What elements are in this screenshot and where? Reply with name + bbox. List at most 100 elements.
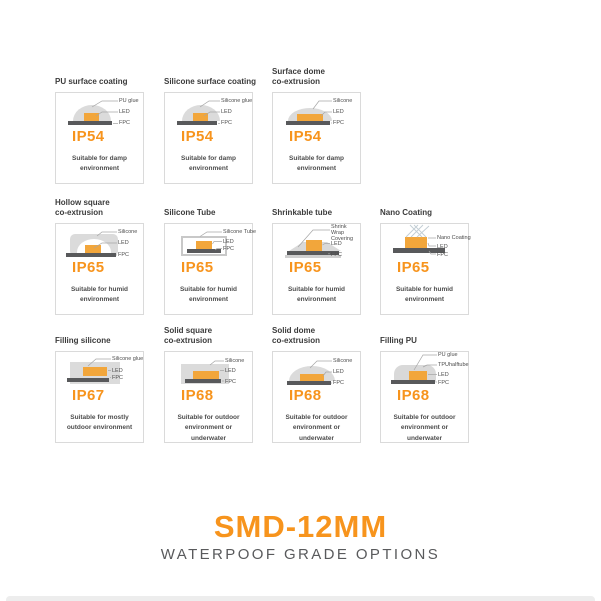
ip-rating: IP68 xyxy=(181,387,214,404)
suitability-text: Suitable for damp environment xyxy=(181,155,236,173)
part-label: LED xyxy=(225,368,236,374)
strip-cross-section-diagram: Nano Coating LED FPC xyxy=(381,224,471,278)
part-label: LED xyxy=(438,372,449,378)
led-shape xyxy=(85,245,101,253)
part-label: FPC xyxy=(225,378,236,385)
strip-cross-section-diagram: Shrink Wrap Covering LED FPC xyxy=(273,224,360,278)
fpc-shape xyxy=(66,253,116,257)
suitability-text: Suitable for humid environment xyxy=(179,286,238,304)
leader-lines xyxy=(87,358,111,378)
leader-lines xyxy=(297,229,330,255)
ip-rating: IP54 xyxy=(181,128,214,145)
part-label: FPC xyxy=(331,251,342,258)
leader-lines xyxy=(91,100,118,124)
led-shape xyxy=(83,367,107,376)
card-box: Silicone Tube LED FPC IP65 Suitable for … xyxy=(164,223,257,315)
fpc-shape xyxy=(68,121,112,125)
next-section-edge xyxy=(6,596,595,601)
suitability-text: Suitable for outdoor environment or unde… xyxy=(177,414,240,442)
part-label: Silicone glue xyxy=(221,98,253,104)
waterproof-option-card: Shrinkable tube Shrink Wrap Covering LED… xyxy=(272,208,361,315)
part-label: FPC xyxy=(118,251,129,258)
waterproof-option-card: Silicone surface coating Silicone glue L… xyxy=(164,77,256,184)
part-label: FPC xyxy=(119,120,130,126)
led-shape xyxy=(409,371,427,380)
waterproof-option-card: Solid dome co-extrusion Silicone LED FPC… xyxy=(272,326,361,443)
part-label: LED xyxy=(333,109,344,115)
part-label: TPUhalftube xyxy=(438,362,469,368)
part-label: LED xyxy=(119,109,130,115)
part-label: FPC xyxy=(437,251,448,258)
part-label: FPC xyxy=(333,380,344,386)
led-shape xyxy=(300,374,324,381)
nano-spray-rays xyxy=(405,224,430,238)
card-title: Silicone Tube xyxy=(164,208,216,217)
card-box: Silicone LED FPC IP68 Suitable for outdo… xyxy=(272,351,361,443)
led-shape xyxy=(297,114,323,121)
fpc-shape xyxy=(187,249,221,253)
part-label: LED xyxy=(221,109,232,115)
waterproof-option-card: Silicone Tube Silicone Tube LED FPC IP65… xyxy=(164,208,257,315)
card-title: PU surface coating xyxy=(55,77,128,86)
part-label: Silicone xyxy=(225,358,245,364)
strip-cross-section-diagram: Silicone glue LED FPC xyxy=(56,352,143,406)
part-label: Silicone xyxy=(333,98,353,104)
card-box: Silicone glue LED FPC IP67 Suitable for … xyxy=(55,351,144,443)
ip-rating: IP54 xyxy=(289,128,322,145)
card-title: Hollow square co-extrusion xyxy=(55,198,110,217)
led-shape xyxy=(405,237,427,248)
leader-lines xyxy=(199,231,222,251)
part-label: FPC xyxy=(221,120,232,126)
ip-rating: IP68 xyxy=(397,387,430,404)
suitability-text: Suitable for outdoor environment or unde… xyxy=(393,414,456,442)
suitability-text: Suitable for mostly outdoor environment xyxy=(66,414,133,432)
strip-cross-section-diagram: Silicone LED FPC xyxy=(273,352,360,406)
led-shape xyxy=(193,371,219,379)
fpc-shape xyxy=(67,378,109,382)
suitability-text: Suitable for outdoor environment or unde… xyxy=(285,414,348,442)
part-label: LED xyxy=(437,243,448,250)
part-label: Nano Coating xyxy=(437,235,471,241)
fpc-shape xyxy=(393,248,445,253)
card-box: Nano Coating LED FPC IP65 Suitable for h… xyxy=(380,223,471,315)
strip-cross-section-diagram: Silicone LED FPC xyxy=(273,93,360,147)
waterproof-option-card: Filling silicone Silicone glue LED FPC I… xyxy=(55,336,144,443)
card-title: Shrinkable tube xyxy=(272,208,333,217)
suitability-text: Suitable for humid environment xyxy=(287,286,346,304)
fpc-shape xyxy=(185,379,221,383)
waterproof-option-card: Hollow square co-extrusion Silicone LED … xyxy=(55,198,144,315)
leader-lines xyxy=(309,360,332,384)
part-label: Silicone xyxy=(333,358,353,364)
leader-lines xyxy=(405,224,436,255)
card-title: Filling silicone xyxy=(55,336,111,345)
suitability-text: Suitable for damp environment xyxy=(72,155,127,173)
part-label: LED xyxy=(223,239,234,245)
suitability-text: Suitable for humid environment xyxy=(70,286,129,304)
fpc-shape xyxy=(177,121,217,125)
part-label: FPC xyxy=(223,246,234,252)
part-label: Silicone Tube xyxy=(223,229,257,235)
waterproof-option-card: PU surface coating PU glue LED FPC IP54 … xyxy=(55,77,144,184)
card-box: PU glue TPUhalftube LED FPC IP68 Suitabl… xyxy=(380,351,469,443)
card-box: Silicone LED FPC IP54 Suitable for damp … xyxy=(272,92,361,184)
part-label: PU glue xyxy=(438,352,458,358)
suitability-text: Suitable for damp environment xyxy=(289,155,344,173)
waterproof-option-card: Solid square co-extrusion Silicone LED F… xyxy=(164,326,253,443)
leader-lines xyxy=(413,354,437,383)
part-label: Silicone xyxy=(118,229,138,235)
fpc-shape xyxy=(286,121,330,125)
waterproof-option-card: Filling PU PU glue TPUhalftube LED FPC I… xyxy=(380,336,469,443)
strip-cross-section-diagram: PU glue TPUhalftube LED FPC xyxy=(381,352,469,406)
part-label: FPC xyxy=(438,379,449,386)
part-label: LED xyxy=(331,241,342,247)
part-label: LED xyxy=(118,240,129,246)
led-shape xyxy=(196,241,212,249)
strip-cross-section-diagram: Silicone LED FPC xyxy=(56,224,143,278)
leader-lines xyxy=(209,360,224,382)
fpc-shape xyxy=(287,251,339,255)
suitability-text: Suitable for humid environment xyxy=(395,286,454,304)
led-shape xyxy=(193,113,208,121)
card-title: Solid square co-extrusion xyxy=(164,326,213,345)
ip-rating: IP67 xyxy=(72,387,105,404)
